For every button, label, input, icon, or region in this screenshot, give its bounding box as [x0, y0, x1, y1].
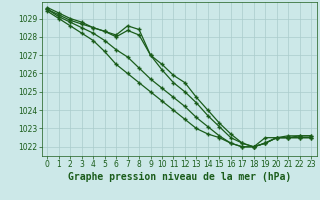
X-axis label: Graphe pression niveau de la mer (hPa): Graphe pression niveau de la mer (hPa) — [68, 172, 291, 182]
